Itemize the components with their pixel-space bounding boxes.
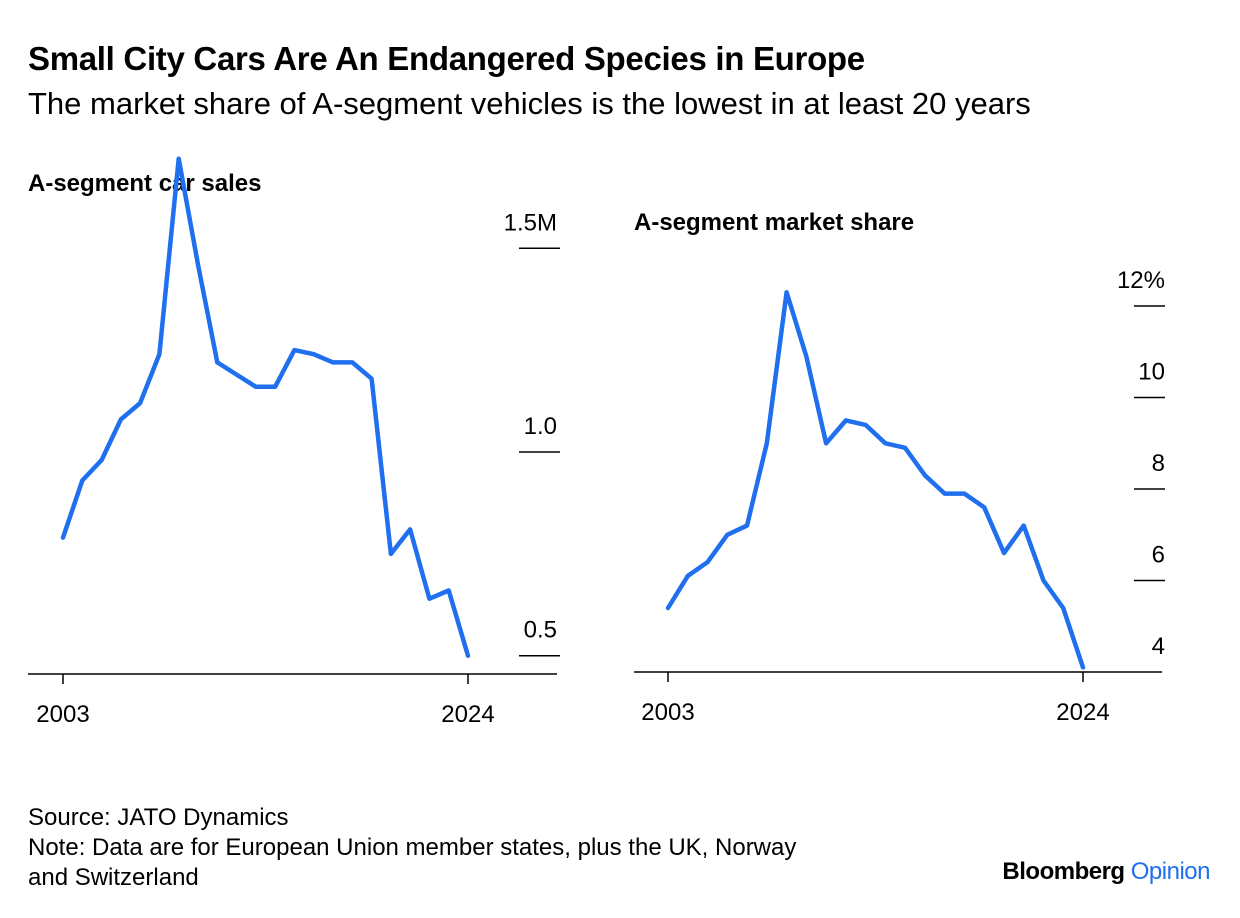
brand-accent: Opinion [1130,858,1211,885]
sales-x-tick-label-0: 2003 [36,701,89,728]
share-y-tick-label-2: 8 [1152,450,1165,477]
share-y-tick-label-3: 6 [1152,542,1165,569]
brand-logo: Bloomberg Opinion [1002,858,1210,886]
sales-y-tick-label-1: 1.0 [524,413,557,440]
share-series-line [665,290,1086,670]
sales-panel-title: A-segment car sales [28,170,262,197]
share-x-tick-label-0: 2003 [641,699,694,726]
share-panel-title: A-segment market share [634,209,915,236]
share-x-tick-label-1: 2024 [1056,699,1109,726]
share-y-tick-label-1: 10 [1138,359,1165,386]
share-y-tick-label-0: 12% [1117,267,1165,294]
source-note: Source: JATO Dynamics [28,804,289,831]
sales-series-line [60,156,471,658]
sales-x-tick-label-1: 2024 [441,701,494,728]
data-note-line-2: and Switzerland [28,864,199,891]
sales-y-tick-label-2: 0.5 [524,617,557,644]
data-note-line-1: Note: Data are for European Union member… [28,834,797,861]
sales-y-tick-label-0: 1.5M [504,209,557,236]
chart-title: Small City Cars Are An Endangered Specie… [28,40,865,77]
chart-subtitle: The market share of A-segment vehicles i… [28,86,1031,121]
brand-name: Bloomberg [1002,858,1125,885]
share-y-tick-label-4: 4 [1152,633,1165,660]
